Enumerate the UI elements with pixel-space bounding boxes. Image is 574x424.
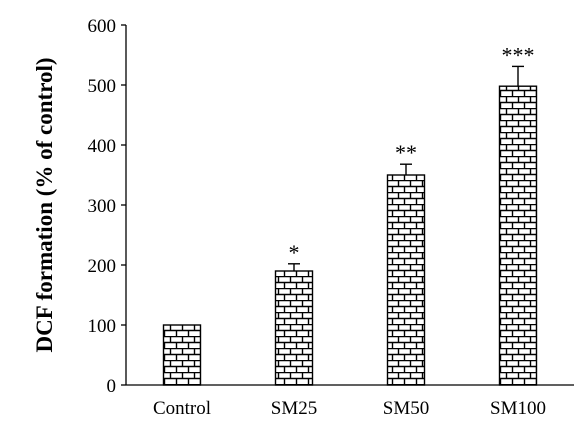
significance-label: * xyxy=(289,240,300,265)
y-tick-label: 200 xyxy=(88,256,117,277)
y-tick-label: 400 xyxy=(88,136,117,157)
y-tick-label: 600 xyxy=(88,16,117,37)
bar-sm50 xyxy=(386,174,426,386)
x-tick-label: Control xyxy=(153,398,211,419)
error-bar-sm25 xyxy=(288,263,300,271)
y-tick-label: 300 xyxy=(88,196,117,217)
x-tick-label: SM100 xyxy=(490,398,546,419)
bar-sm25 xyxy=(274,270,314,386)
y-tick-label: 500 xyxy=(88,76,117,97)
bar-control xyxy=(162,324,202,386)
significance-label: *** xyxy=(502,42,535,67)
y-tick-label: 100 xyxy=(88,316,117,337)
error-bar-sm100 xyxy=(512,65,524,87)
y-tick-label: 0 xyxy=(107,376,117,397)
y-axis-label: DCF formation (% of control) xyxy=(32,57,57,352)
x-tick-label: SM50 xyxy=(383,398,429,419)
error-bar-sm50 xyxy=(400,163,412,175)
significance-label: ** xyxy=(395,140,417,165)
bar-sm100 xyxy=(498,85,538,386)
x-tick-label: SM25 xyxy=(271,398,317,419)
